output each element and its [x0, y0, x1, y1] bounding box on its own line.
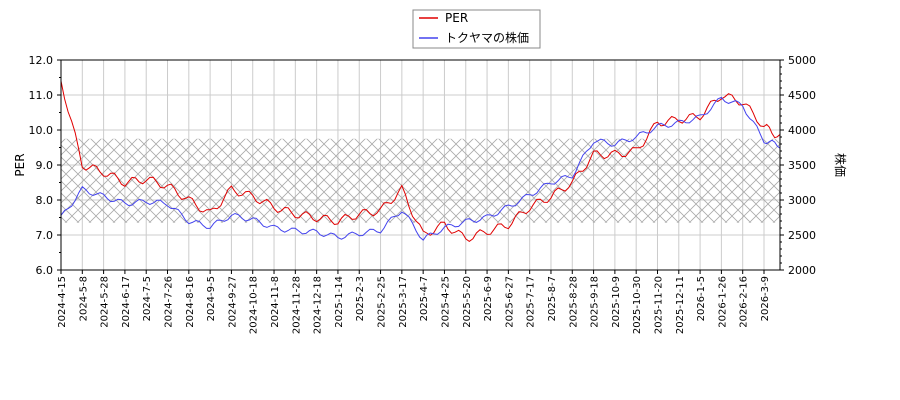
x-tick-label: 2025-6-27 [504, 276, 515, 328]
x-tick-label: 2025-1-14 [334, 276, 345, 328]
right-axis-label: 株価 [833, 153, 848, 177]
x-tick-label: 2024-10-18 [249, 276, 260, 334]
price-line [60, 96, 781, 241]
x-tick-label: 2024-5-8 [78, 276, 89, 321]
x-tick-label: 2025-4-7 [419, 276, 430, 321]
legend: PER トクヤマの株価 [412, 9, 541, 49]
left-tick-label: 12.0 [29, 54, 54, 67]
x-axis: 2024-4-15 2024-5-8 2024-5-28 2024-6-17 2024-… [57, 270, 771, 334]
x-tick-label: 2025-10-30 [632, 276, 643, 334]
x-tick-label: 2026-3-9 [760, 276, 771, 321]
right-tick-label: 4500 [788, 89, 816, 102]
x-tick-label: 2025-12-11 [675, 276, 686, 334]
series-lines [60, 80, 781, 243]
x-tick-label: 2025-8-7 [547, 276, 558, 321]
left-tick-label: 9.0 [36, 159, 54, 172]
x-tick-label: 2025-5-20 [462, 276, 473, 328]
right-tick-label: 2000 [788, 264, 816, 277]
x-tick-label: 2025-6-9 [483, 276, 494, 321]
x-tick-label: 2025-10-9 [611, 276, 622, 328]
left-axis-label: PER [13, 153, 27, 176]
left-axis: 12.0 11.0 10.0 9.0 8.0 7.0 6.0 [29, 54, 61, 277]
legend-per-label: PER [445, 11, 468, 25]
x-tick-label: 2025-11-20 [653, 276, 664, 334]
legend-box [412, 9, 541, 49]
right-axis: 5000 4500 4000 3500 3000 2500 2000 [780, 54, 816, 277]
x-tick-label: 2025-7-17 [526, 276, 537, 328]
x-tick-label: 2026-1-26 [717, 276, 728, 328]
x-tick-label: 2025-4-25 [440, 276, 451, 328]
left-tick-label: 6.0 [36, 264, 54, 277]
right-tick-label: 3000 [788, 194, 816, 207]
x-tick-label: 2024-9-5 [206, 276, 217, 321]
legend-price-label: トクヤマの株価 [445, 30, 529, 45]
x-tick-label: 2024-6-17 [121, 276, 132, 328]
x-tick-label: 2024-9-27 [227, 276, 238, 328]
x-tick-label: 2026-1-5 [696, 276, 707, 321]
right-tick-label: 4000 [788, 124, 816, 137]
x-tick-label: 2024-7-5 [142, 276, 153, 321]
x-tick-label: 2024-11-28 [291, 276, 302, 334]
right-tick-label: 2500 [788, 229, 816, 242]
x-tick-label: 2024-7-26 [164, 276, 175, 328]
x-tick-label: 2025-8-28 [568, 276, 579, 328]
x-tick-label: 2024-11-8 [270, 276, 281, 328]
x-tick-label: 2025-2-3 [355, 276, 366, 321]
x-tick-label: 2025-9-18 [590, 276, 601, 328]
shaded-band [61, 138, 780, 223]
left-tick-label: 10.0 [29, 124, 54, 137]
left-tick-label: 11.0 [29, 89, 54, 102]
x-tick-label: 2024-4-15 [57, 276, 68, 328]
right-tick-label: 3500 [788, 159, 816, 172]
x-tick-label: 2024-12-18 [313, 276, 324, 334]
left-tick-label: 7.0 [36, 229, 54, 242]
x-tick-label: 2025-2-25 [377, 276, 388, 328]
x-tick-label: 2026-2-16 [739, 276, 750, 328]
x-tick-label: 2024-8-16 [185, 276, 196, 328]
x-tick-label: 2024-5-28 [100, 276, 111, 328]
left-tick-label: 8.0 [36, 194, 54, 207]
right-tick-label: 5000 [788, 54, 816, 67]
x-tick-label: 2025-3-17 [398, 276, 409, 328]
per-line [60, 80, 781, 243]
